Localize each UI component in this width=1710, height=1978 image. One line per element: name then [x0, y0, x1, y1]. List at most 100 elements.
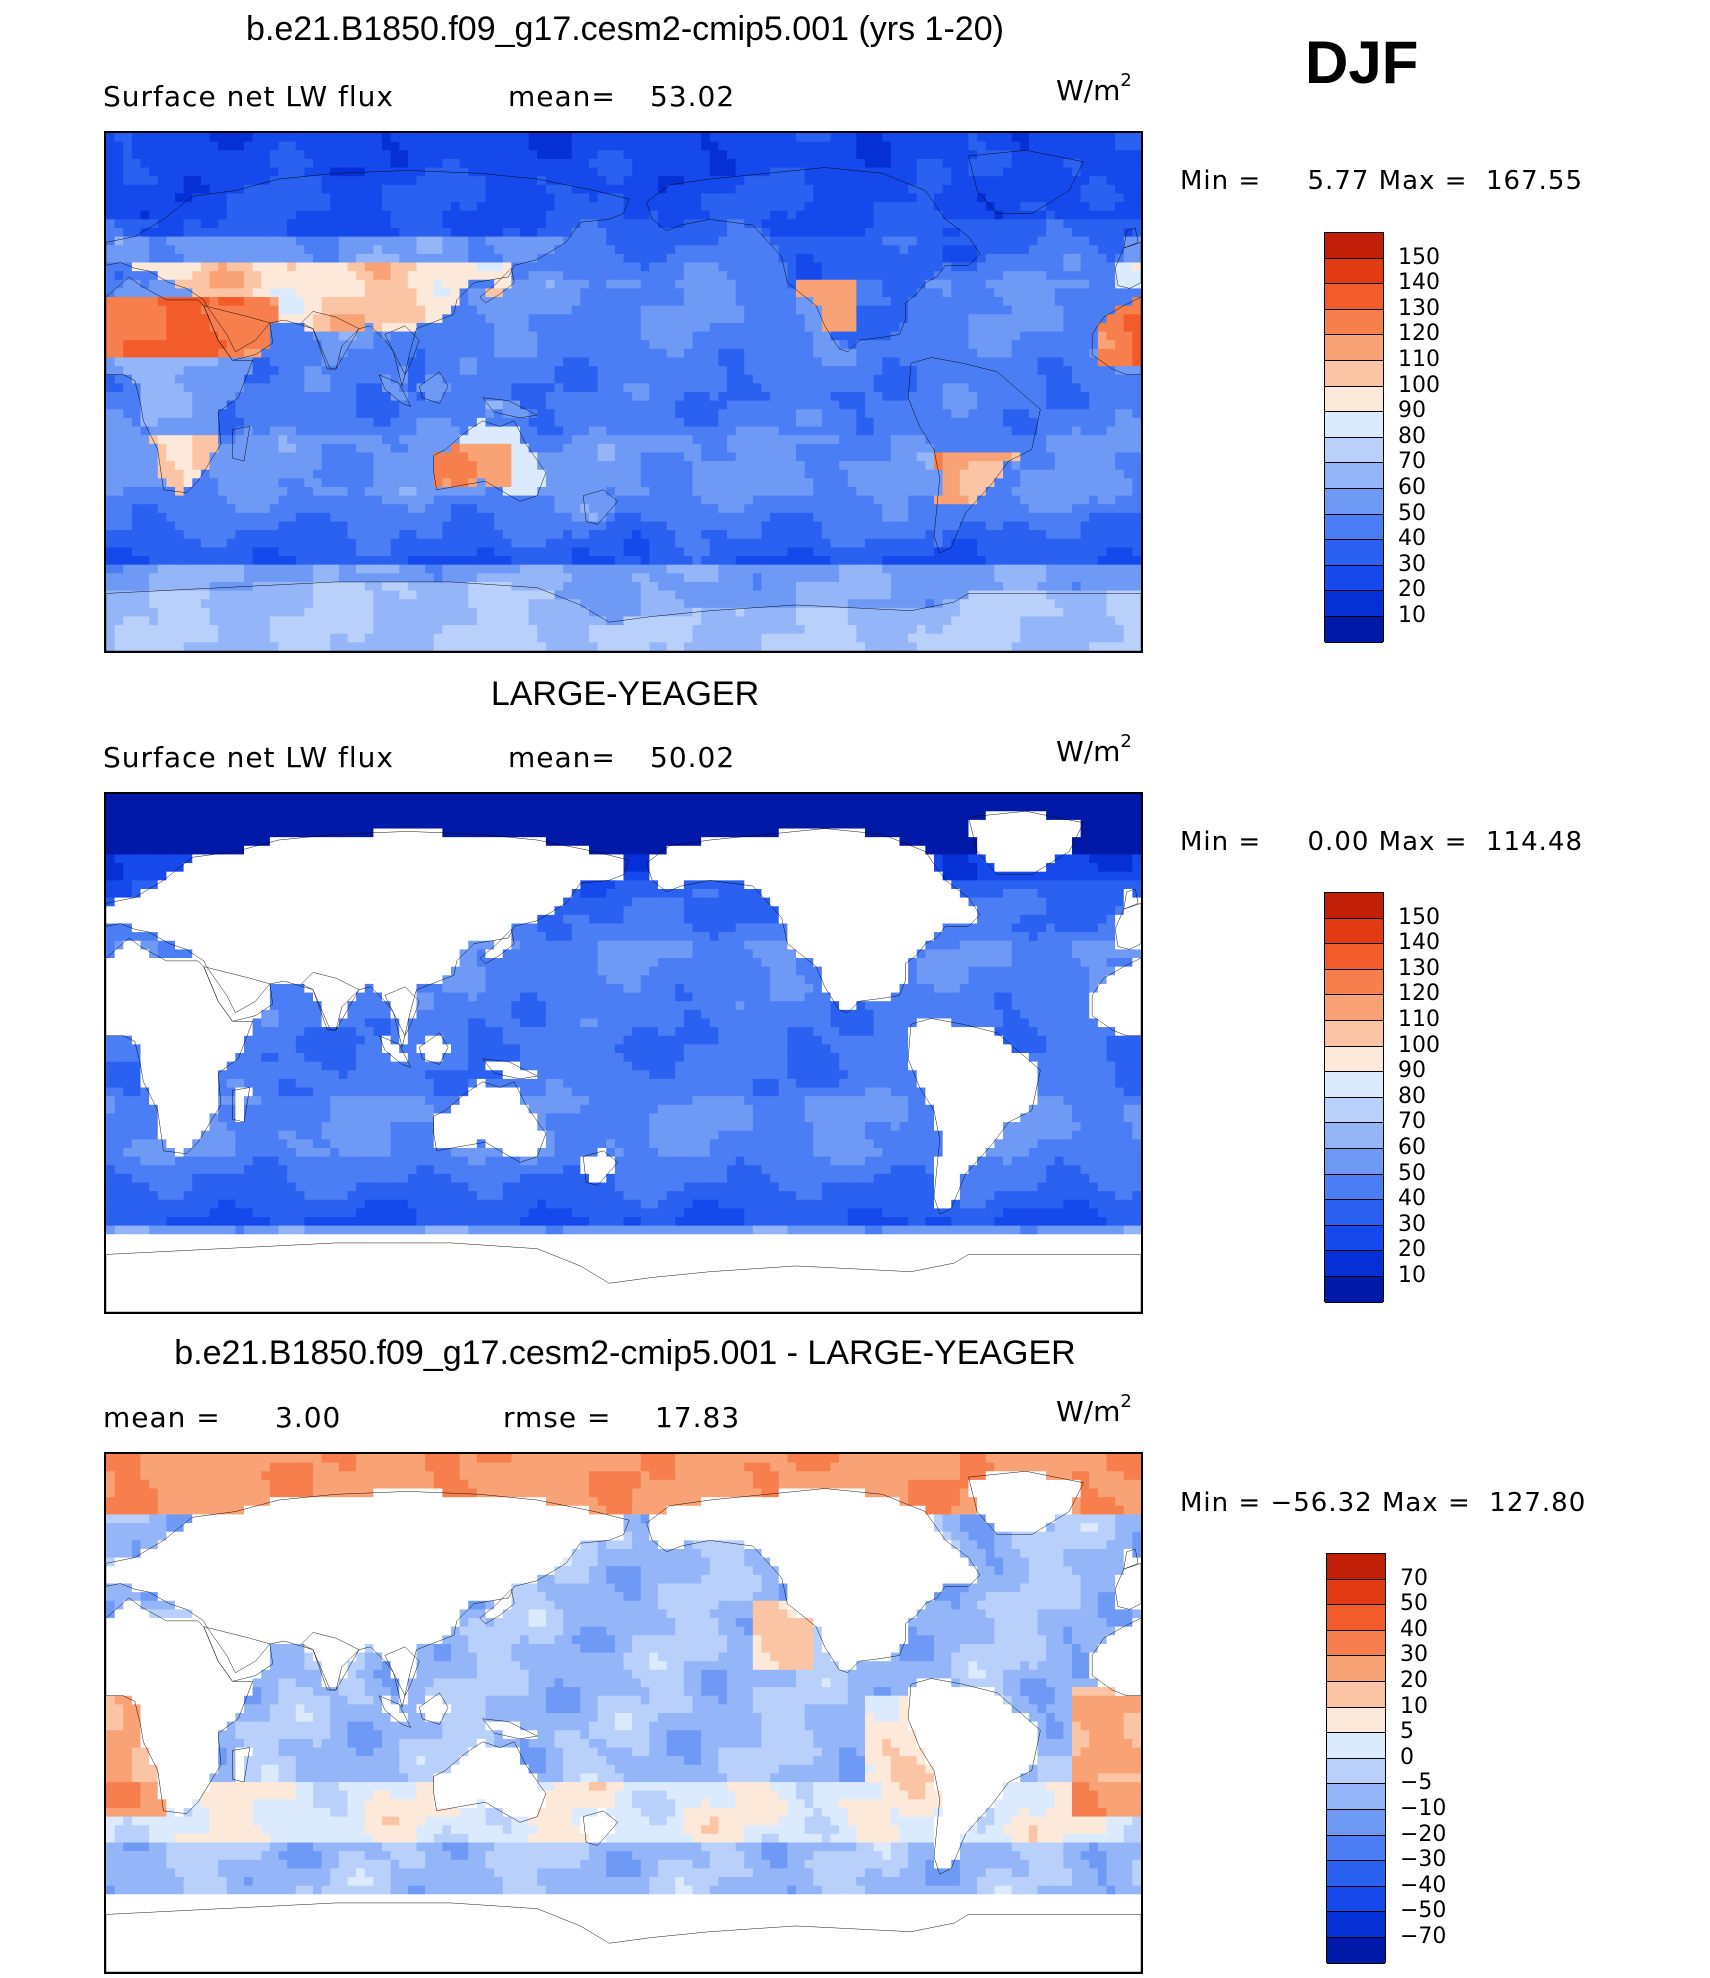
panel-1-min-max: Min = 5.77 Max = 167.55 — [1180, 166, 1583, 196]
contour-cells — [106, 794, 1141, 1312]
colorbar-swatch — [1327, 1810, 1385, 1836]
colorbar-tick-label: 130 — [1398, 297, 1440, 320]
colorbar-swatch — [1327, 1682, 1385, 1708]
colorbar-tick-label: −50 — [1400, 1900, 1446, 1922]
colorbar-swatch — [1325, 1123, 1383, 1149]
colorbar-tick-label: 130 — [1398, 957, 1440, 980]
colorbar-tick-label: 40 — [1398, 1188, 1426, 1210]
colorbar-tick-label: −30 — [1400, 1849, 1446, 1871]
colorbar-swatch — [1327, 1938, 1385, 1964]
colorbar-swatch — [1325, 1149, 1383, 1175]
colorbar-swatch — [1325, 1174, 1383, 1201]
colorbar-tick-label: 50 — [1398, 502, 1426, 525]
colorbar-tick-label: 60 — [1398, 1137, 1426, 1159]
colorbar-tick-label: 110 — [1398, 1009, 1440, 1031]
colorbar-tick-label: 50 — [1398, 1162, 1426, 1185]
panel-3-min-max: Min = −56.32 Max = 127.80 — [1180, 1488, 1586, 1518]
colorbar-swatch — [1325, 1046, 1383, 1073]
panel-1-map — [104, 131, 1143, 653]
panel-1-min-value: 5.77 — [1308, 166, 1370, 196]
panel-1-min-label: Min = — [1180, 166, 1261, 196]
colorbar-tick-label: 30 — [1398, 553, 1426, 576]
colorbar-tick-label: 150 — [1398, 906, 1440, 929]
panel-3-title: b.e21.B1850.f09_g17.cesm2-cmip5.001 - LA… — [105, 1334, 1145, 1373]
colorbar-swatch — [1325, 1097, 1383, 1124]
panel-2-map — [104, 792, 1143, 1314]
panel-3-map — [104, 1452, 1143, 1974]
panel-3-mean-label: mean = — [103, 1401, 221, 1434]
colorbar-box — [1324, 232, 1384, 643]
colorbar-tick-label: 120 — [1398, 323, 1440, 345]
panel-3-min-value: −56.32 — [1270, 1488, 1372, 1518]
panel-2-min-max: Min = 0.00 Max = 114.48 — [1180, 827, 1583, 857]
colorbar-tick-label: 110 — [1398, 349, 1440, 371]
colorbar-swatch — [1325, 591, 1383, 617]
colorbar-swatch — [1325, 969, 1383, 996]
panel-2-mean-label: mean= — [508, 741, 616, 774]
colorbar-swatch — [1327, 1579, 1385, 1606]
colorbar-tick-label: 5 — [1400, 1721, 1414, 1743]
colorbar-swatch — [1325, 1021, 1383, 1047]
colorbar-swatch — [1325, 944, 1383, 970]
panel-2-variable-label: Surface net LW flux — [103, 741, 394, 774]
colorbar-swatch — [1325, 1072, 1383, 1098]
colorbar-tick-label: 30 — [1398, 1213, 1426, 1236]
colorbar-swatch — [1325, 617, 1383, 643]
colorbar-tick-label: 10 — [1398, 1265, 1426, 1287]
panel-2-title: LARGE-YEAGER — [105, 675, 1145, 714]
colorbar-swatch — [1325, 489, 1383, 515]
colorbar-swatch — [1325, 258, 1383, 285]
colorbar-tick-label: 140 — [1398, 932, 1440, 954]
colorbar-tick-label: 70 — [1400, 1567, 1428, 1590]
colorbar-swatch — [1325, 540, 1383, 566]
panel-2-max-label: Max = — [1379, 827, 1468, 857]
panel-2-max-value: 114.48 — [1486, 827, 1583, 857]
colorbar-tick-label: −10 — [1400, 1798, 1446, 1820]
contour-cells — [106, 1454, 1141, 1972]
panel-2-units: W/m2 — [1056, 731, 1132, 768]
colorbar-tick-label: −20 — [1400, 1823, 1446, 1846]
colorbar-swatch — [1325, 437, 1383, 464]
panel-3-contour-field — [106, 1454, 1141, 1972]
panel-2-mean-value: 50.02 — [650, 741, 735, 774]
colorbar-swatch — [1327, 1554, 1385, 1580]
colorbar-swatch — [1325, 918, 1383, 945]
panel-3-max-label: Max = — [1382, 1488, 1471, 1518]
colorbar-tick-label: 70 — [1398, 451, 1426, 473]
colorbar-box — [1324, 892, 1384, 1303]
panel-1-units: W/m2 — [1056, 70, 1132, 107]
colorbar-tick-label: 100 — [1398, 374, 1440, 397]
colorbar-tick-label: 70 — [1398, 1111, 1426, 1133]
colorbar-tick-label: 30 — [1400, 1644, 1428, 1666]
panel-3-units: W/m2 — [1056, 1391, 1132, 1428]
colorbar-tick-label: 80 — [1398, 425, 1426, 448]
colorbar-tick-label: 20 — [1400, 1670, 1428, 1692]
colorbar-tick-label: 140 — [1398, 272, 1440, 294]
colorbar-tick-label: 60 — [1398, 477, 1426, 499]
colorbar-tick-label: 10 — [1400, 1695, 1428, 1718]
colorbar-swatch — [1327, 1630, 1385, 1657]
coastlines — [106, 150, 1141, 651]
colorbar-swatch — [1325, 893, 1383, 919]
panel-2-contour-field — [106, 794, 1141, 1312]
panel-2-min-value: 0.00 — [1308, 827, 1370, 857]
colorbar-swatch — [1325, 386, 1383, 413]
contour-cells — [106, 133, 1141, 651]
colorbar-swatch — [1325, 309, 1383, 336]
colorbar-tick-label: 10 — [1398, 605, 1426, 627]
colorbar-tick-label: 20 — [1398, 1239, 1426, 1261]
panel-1-max-value: 167.55 — [1486, 166, 1583, 196]
colorbar-swatch — [1327, 1886, 1385, 1913]
colorbar-tick-label: 90 — [1398, 400, 1426, 422]
colorbar-swatch — [1325, 463, 1383, 489]
colorbar-swatch — [1327, 1861, 1385, 1887]
season-label: DJF — [1305, 28, 1418, 97]
colorbar-swatch — [1325, 412, 1383, 438]
colorbar-swatch — [1325, 233, 1383, 259]
panel-1-mean-value: 53.02 — [650, 80, 735, 113]
panel-3-min-label: Min = — [1180, 1488, 1261, 1518]
colorbar-swatch — [1325, 1277, 1383, 1303]
panel-2-min-label: Min = — [1180, 827, 1261, 857]
colorbar-swatch — [1327, 1656, 1385, 1682]
colorbar-swatch — [1325, 284, 1383, 310]
